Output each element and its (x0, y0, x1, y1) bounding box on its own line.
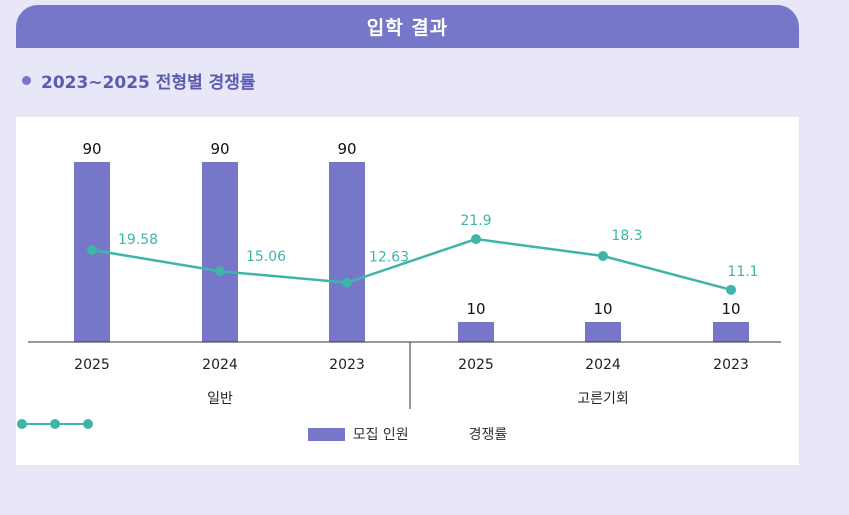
bar-label-4: 10 (593, 300, 612, 318)
legend-item-bar: 모집 인원 (307, 424, 409, 444)
x-tick-label-1: 2024 (202, 357, 238, 373)
ratio-point-3 (471, 234, 481, 245)
ratio-point-0 (87, 244, 97, 255)
ratio-label-5: 11.1 (727, 264, 758, 280)
x-tick-label-2: 2023 (329, 357, 365, 373)
x-tick-label-0: 2025 (74, 357, 110, 373)
ratio-label-4: 18.3 (611, 228, 642, 244)
bar-4 (585, 322, 621, 342)
legend-item-line: 경쟁률 (17, 419, 508, 444)
bar-2 (329, 162, 365, 342)
ratio-point-5 (726, 284, 736, 295)
legend-label-bar: 모집 인원 (352, 427, 409, 443)
legend-label-line: 경쟁률 (468, 427, 508, 443)
bar-label-2: 90 (337, 140, 356, 158)
combo-chart: 90 90 90 10 10 10 19.58 15.06 12.63 21.9 18.3 11.1 2… (28, 140, 781, 409)
group-label-0: 일반 (207, 391, 233, 407)
bar-1 (202, 162, 238, 342)
bar-3 (458, 322, 494, 342)
group-label-1: 고른기회 (577, 391, 629, 407)
bar-label-3: 10 (466, 300, 485, 318)
section-title: 2023~2025 전형별 경쟁률 (41, 72, 256, 93)
ratio-label-3: 21.9 (460, 213, 491, 229)
ratio-label-0: 19.58 (118, 232, 158, 248)
bar-label-1: 90 (210, 140, 229, 158)
bar-label-0: 90 (82, 140, 101, 158)
bar-5 (713, 322, 749, 342)
ratio-label-2: 12.63 (369, 250, 409, 266)
ratio-point-4 (598, 250, 608, 261)
x-tick-label-3: 2025 (458, 357, 494, 373)
x-tick-label-5: 2023 (713, 357, 749, 373)
x-tick-label-4: 2024 (585, 357, 621, 373)
ratio-point-1 (215, 266, 225, 277)
section-title-row: 2023~2025 전형별 경쟁률 (22, 68, 256, 93)
bar-label-5: 10 (721, 300, 740, 318)
ratio-label-1: 15.06 (246, 249, 286, 265)
header-bar: 입학 결과 (16, 5, 799, 48)
bullet-icon (22, 75, 31, 85)
header-title: 입학 결과 (366, 17, 449, 39)
legend-line-swatch (17, 419, 93, 429)
legend-bar-swatch (307, 427, 345, 441)
ratio-point-2 (342, 277, 352, 288)
legend: 모집 인원 경쟁률 (16, 417, 799, 451)
chart-panel: 90 90 90 10 10 10 19.58 15.06 12.63 21.9 18.3 11.1 2… (16, 117, 799, 465)
ratio-line (91, 237, 732, 292)
